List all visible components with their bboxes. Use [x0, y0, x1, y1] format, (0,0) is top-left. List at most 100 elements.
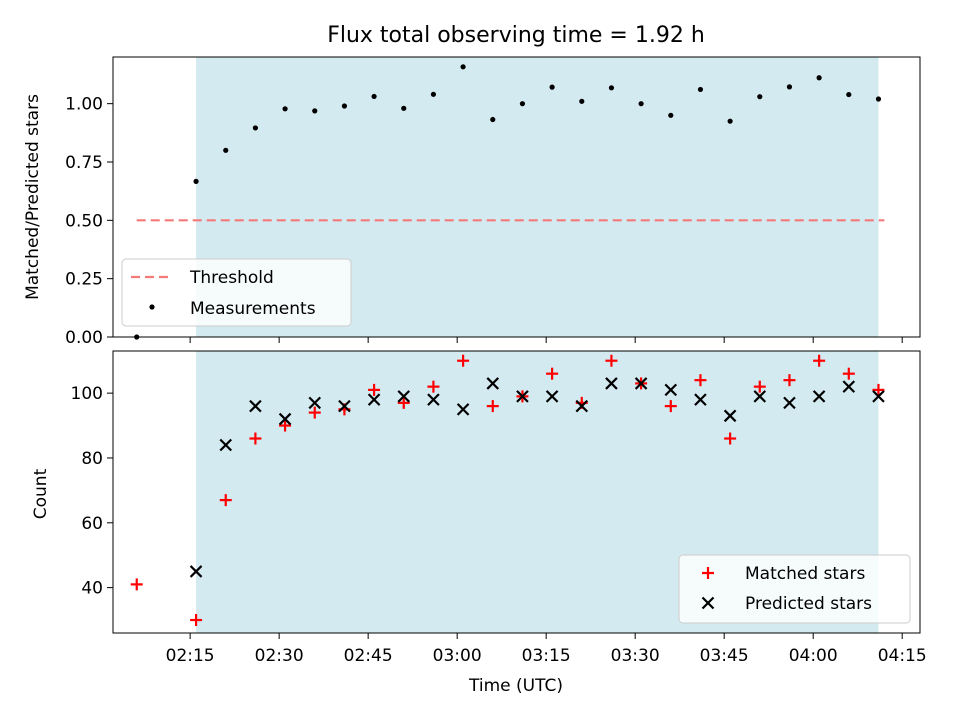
predicted-star-point	[278, 412, 292, 426]
measurement-point	[757, 94, 763, 100]
count-legend-box	[678, 554, 911, 624]
y-tick-label: 0.50	[65, 211, 103, 231]
matched-star-point	[457, 354, 470, 367]
matched-star-point	[753, 380, 766, 393]
matched-star-point	[397, 396, 410, 409]
x-tick-label: 02:45	[344, 646, 393, 666]
measurement-point	[282, 106, 288, 112]
measurement-point	[371, 93, 377, 100]
matched-star-point	[605, 354, 618, 367]
matched-star-point	[308, 406, 321, 419]
y-tick-label: 0.00	[65, 328, 103, 348]
measurement-point	[341, 103, 348, 109]
ratio-axes-frame	[112, 56, 921, 338]
predicted-star-point	[219, 438, 233, 452]
matched-star-point	[279, 419, 292, 432]
ratio-panel: 0.00 0.25 0.50 0.75 1.00 Matched/Predicted s…	[23, 56, 921, 348]
measurement-point	[401, 105, 407, 111]
predicted-star-point	[427, 393, 440, 406]
matched-star-point	[724, 432, 737, 445]
measurement-point	[638, 101, 644, 107]
x-tick-label: 03:45	[700, 646, 749, 666]
predicted-star-point	[664, 383, 678, 397]
y-tick-label: 40	[81, 579, 103, 599]
predicted-star-point	[842, 380, 856, 393]
measurement-point	[252, 125, 259, 131]
x-tick-label: 02:30	[255, 646, 304, 666]
count-legend: Matched stars Predicted stars	[678, 554, 911, 624]
measurement-point	[490, 116, 496, 123]
count-y-axis-label: Count	[31, 468, 51, 519]
y-tick-label: 80	[81, 449, 103, 469]
predicted-star-point	[456, 403, 470, 416]
legend-threshold-label: Threshold	[189, 268, 274, 288]
measurement-point	[519, 101, 526, 107]
matched-star-point	[842, 367, 855, 380]
predicted-star-point	[694, 393, 707, 406]
matched-star-point	[813, 354, 826, 367]
predicted-star-point	[516, 390, 529, 403]
legend-measurements-swatch	[149, 304, 155, 310]
matched-star-point	[427, 380, 440, 393]
predicted-star-point	[189, 565, 203, 578]
measurement-point	[193, 178, 199, 184]
matched-star-point	[190, 614, 203, 627]
measurement-point	[460, 64, 466, 70]
measurement-point	[816, 75, 822, 81]
measurement-point	[846, 91, 852, 98]
matched-star-point	[219, 494, 232, 507]
legend-matched-label: Matched stars	[745, 564, 865, 584]
predicted-star-point	[308, 396, 322, 410]
legend-predicted-label: Predicted stars	[745, 594, 872, 614]
x-tick-label: 04:00	[789, 646, 838, 666]
predicted-star-point	[634, 377, 648, 390]
x-tick-label: 03:00	[433, 646, 482, 666]
measurement-point	[786, 84, 793, 90]
measurement-point	[312, 108, 318, 114]
measurement-point	[697, 86, 704, 93]
matched-star-point	[546, 367, 559, 380]
predicted-star-point	[605, 377, 618, 390]
x-tick-label: 03:30	[611, 646, 660, 666]
x-tick-label: 04:15	[878, 646, 927, 666]
matched-star-point	[368, 383, 381, 396]
legend-predicted-marker	[701, 596, 715, 610]
count-panel: 40 60 80 100 02:15 02:30 02:45 03:00 03:15 03:30…	[31, 350, 927, 696]
x-tick-label: 03:15	[522, 646, 571, 666]
measurement-point	[430, 91, 437, 97]
measurement-point	[727, 118, 733, 124]
matched-star-point	[130, 578, 143, 591]
measurement-point	[223, 147, 229, 153]
predicted-star-point	[783, 396, 796, 410]
matched-star-point	[664, 400, 677, 413]
legend-predicted-swatch	[701, 596, 715, 610]
predicted-star-point	[397, 390, 411, 403]
predicted-star-point	[575, 399, 589, 413]
legend-measurements-label: Measurements	[190, 299, 316, 319]
measurement-point	[608, 85, 615, 91]
measurement-point	[875, 96, 882, 102]
matched-star-point	[694, 374, 707, 387]
predicted-star-point	[486, 377, 500, 390]
predicted-star-point	[249, 399, 262, 413]
matched-star-point	[872, 383, 885, 396]
measurement-point	[579, 98, 585, 104]
x-axis-label: Time (UTC)	[468, 676, 563, 696]
legend-matched-swatch	[702, 567, 714, 579]
predicted-star-point	[367, 393, 381, 406]
y-tick-label: 60	[81, 514, 103, 534]
count-axes-frame	[112, 350, 921, 634]
matched-star-point	[249, 432, 262, 445]
predicted-star-point	[872, 390, 885, 403]
y-tick-label: 1.00	[65, 95, 103, 115]
legend-matched-marker	[702, 567, 714, 579]
measurement-point	[668, 112, 674, 118]
predicted-star-point	[723, 409, 737, 423]
y-tick-label: 0.75	[65, 153, 103, 173]
y-tick-label: 0.25	[65, 270, 103, 290]
predicted-star-point	[812, 390, 826, 403]
y-tick-label: 100	[71, 384, 103, 404]
predicted-star-point	[338, 399, 351, 413]
chart-title: Flux total observing time = 1.92 h	[327, 23, 705, 48]
